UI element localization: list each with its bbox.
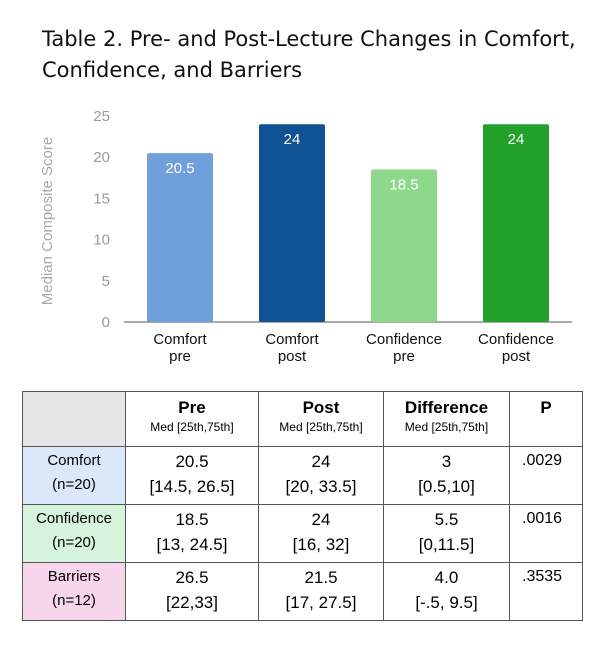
y-tick-label: 20 bbox=[93, 149, 110, 166]
x-tick-label: pre bbox=[169, 348, 191, 365]
cell-pre: 20.5 [14.5, 26.5] bbox=[125, 446, 259, 505]
row-label-confidence: Confidence (n=20) bbox=[22, 504, 126, 563]
bar bbox=[259, 124, 325, 323]
y-tick-label: 5 bbox=[102, 273, 110, 290]
bar bbox=[483, 124, 549, 323]
header-difference: Difference Med [25th,75th] bbox=[383, 391, 510, 447]
cell-pre: 26.5 [22,33] bbox=[125, 562, 259, 621]
cell-difference: 3 [0.5,10] bbox=[383, 446, 510, 505]
y-tick-label: 15 bbox=[93, 190, 110, 207]
data-label: 24 bbox=[508, 131, 525, 148]
cell-p: .3535 bbox=[509, 562, 583, 621]
bar bbox=[371, 169, 437, 322]
x-tick-label: pre bbox=[393, 348, 415, 365]
cell-post: 24 [20, 33.5] bbox=[258, 446, 384, 505]
row-label-barriers: Barriers (n=12) bbox=[22, 562, 126, 621]
y-axis-title: Median Composite Score bbox=[39, 137, 56, 305]
y-tick-label: 10 bbox=[93, 232, 110, 249]
table-row: Barriers (n=12) 26.5 [22,33] 21.5 [17, 27.5… bbox=[22, 562, 583, 621]
cell-p: .0029 bbox=[509, 446, 583, 505]
bar-chart: Median Composite Score 0 5 10 15 20 25 20.5 Comf… bbox=[39, 108, 572, 365]
table-row: Comfort (n=20) 20.5 [14.5, 26.5] 24 [20, 33… bbox=[22, 446, 583, 505]
y-tick-label: 0 bbox=[102, 314, 110, 331]
title-line-1: Table 2. Pre- and Post-Lecture Changes i… bbox=[42, 27, 576, 51]
table-row: Confidence (n=20) 18.5 [13, 24.5] 24 [16, 3… bbox=[22, 504, 583, 563]
x-tick-label: Comfort bbox=[153, 331, 207, 348]
header-corner bbox=[22, 391, 126, 447]
bar bbox=[147, 153, 213, 322]
x-tick-label: Confidence bbox=[366, 331, 442, 348]
header-post: Post Med [25th,75th] bbox=[258, 391, 384, 447]
figure-title: Table 2. Pre- and Post-Lecture Changes i… bbox=[42, 24, 582, 86]
header-p: P bbox=[509, 391, 583, 447]
title-line-2: Confidence, and Barriers bbox=[42, 58, 303, 82]
data-label: 18.5 bbox=[389, 177, 418, 194]
x-tick-label: post bbox=[502, 348, 531, 365]
row-label-comfort: Comfort (n=20) bbox=[22, 446, 126, 505]
cell-post: 21.5 [17, 27.5] bbox=[258, 562, 384, 621]
header-pre: Pre Med [25th,75th] bbox=[125, 391, 259, 447]
cell-p: .0016 bbox=[509, 504, 583, 563]
table-header-row: Pre Med [25th,75th] Post Med [25th,75th] D… bbox=[22, 391, 583, 447]
y-tick-label: 25 bbox=[93, 108, 110, 125]
data-table: Pre Med [25th,75th] Post Med [25th,75th] D… bbox=[22, 391, 583, 621]
x-tick-label: post bbox=[278, 348, 307, 365]
data-label: 20.5 bbox=[165, 160, 194, 177]
x-tick-label: Confidence bbox=[478, 331, 554, 348]
cell-pre: 18.5 [13, 24.5] bbox=[125, 504, 259, 563]
x-tick-label: Comfort bbox=[265, 331, 319, 348]
cell-post: 24 [16, 32] bbox=[258, 504, 384, 563]
cell-difference: 5.5 [0,11.5] bbox=[383, 504, 510, 563]
cell-difference: 4.0 [-.5, 9.5] bbox=[383, 562, 510, 621]
data-label: 24 bbox=[284, 131, 301, 148]
